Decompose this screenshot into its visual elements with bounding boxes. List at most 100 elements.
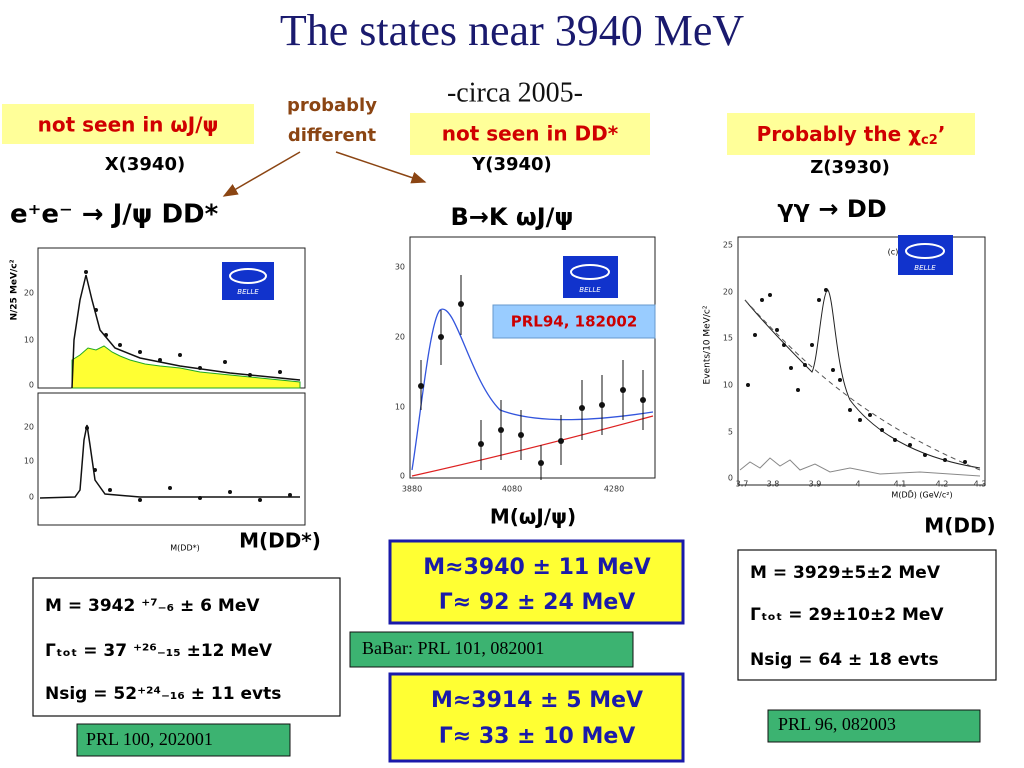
y-tick-label: 10	[24, 457, 34, 466]
y-tick-label: 30	[395, 263, 405, 272]
logo-swoosh	[570, 264, 610, 280]
reference-box	[349, 631, 634, 668]
state-name: Y(3940)	[471, 154, 552, 175]
note-part: ’	[938, 122, 946, 146]
x-label: M(DD)	[924, 514, 995, 538]
logo	[898, 235, 953, 275]
fit-curve	[411, 308, 654, 471]
plot-y3940: BELLE PRL94, 182002 30 20 10 0 3880 4080…	[395, 236, 656, 494]
plot-x3940: BELLE 20 10 0 N/25 MeV/c² 20 10 0 M(DD*)	[10, 247, 306, 553]
y-tick-label: 5	[728, 428, 733, 437]
badge-text: PRL94, 182002	[511, 313, 638, 331]
result: M≈3940 ± 11 MeV	[423, 555, 650, 580]
data-points	[418, 275, 646, 480]
plot-frame	[409, 236, 656, 479]
process: γγ → DD	[777, 195, 886, 223]
background-curve	[744, 299, 981, 471]
result: M = 3942 ⁺⁷₋₆ ± 6 MeV	[45, 596, 260, 616]
note-box	[2, 104, 254, 144]
background-curve	[411, 415, 654, 477]
plot-frame	[37, 392, 306, 526]
logo-swoosh	[905, 243, 945, 259]
result: Γₜₒₜ = 29±10±2 MeV	[750, 605, 944, 625]
fit-curve	[71, 274, 301, 389]
result: Nsig = 52⁺²⁴₋₁₆ ± 11 evts	[45, 684, 281, 704]
reference: PRL 100, 202001	[86, 729, 213, 749]
results-box	[737, 549, 997, 681]
y-tick-label: 0	[400, 472, 405, 481]
logo-text: BELLE	[579, 286, 601, 294]
reference: PRL 96, 082003	[778, 714, 896, 734]
x-axis-label: M(DD̄) (GeV/c²)	[891, 489, 952, 499]
x-tick-label: 3.7	[736, 480, 749, 489]
note: not seen in DD*	[442, 122, 619, 146]
x-tick-label: 4	[855, 480, 860, 489]
y-tick-label: 10	[395, 403, 405, 412]
data-points	[746, 288, 967, 464]
process: B→K ωJ/ψ	[451, 203, 574, 231]
note-part: Probably the χ	[757, 122, 922, 146]
y-tick-label: 20	[723, 288, 733, 297]
logo-text: BELLE	[914, 264, 936, 272]
results-box	[388, 539, 685, 625]
arrow	[222, 151, 301, 197]
results-box	[388, 672, 685, 763]
reference-box	[76, 723, 291, 757]
note-box	[727, 113, 975, 155]
note: not seen in ωJ/ψ	[38, 113, 219, 137]
y-tick-label: 0	[728, 474, 733, 483]
badge	[492, 304, 656, 339]
results-box	[32, 577, 341, 717]
result: M≈3914 ± 5 MeV	[431, 688, 643, 713]
y-tick-label: 0	[29, 493, 34, 502]
y-tick-label: 20	[24, 423, 34, 432]
annotation: different	[288, 125, 377, 146]
x-tick-label: 4.3	[974, 480, 987, 489]
x-label: M(ωJ/ψ)	[490, 505, 576, 529]
histogram	[71, 345, 301, 389]
y-tick-label: 15	[723, 334, 733, 343]
y-tick-label: 25	[723, 241, 733, 250]
x-axis-label: M(DD*)	[170, 544, 199, 553]
plot-frame	[737, 236, 986, 486]
note-box	[410, 113, 650, 155]
result: Nsig = 64 ± 18 evts	[750, 650, 939, 670]
x-tick-label: 3.8	[767, 480, 780, 489]
fit-curve	[39, 424, 300, 499]
subtitle: -circa 2005-	[447, 77, 583, 108]
y-tick-label: 20	[24, 289, 34, 298]
note-subscript: c2	[921, 133, 938, 148]
process: e⁺e⁻ → J/ψ DD*	[10, 200, 219, 230]
x-tick-label: 3.9	[809, 480, 822, 489]
annotation: probably	[287, 95, 377, 116]
panel-label: (c)	[888, 248, 899, 257]
y-tick-label: 20	[395, 333, 405, 342]
y-axis-label: Events/10 MeV/c²	[703, 305, 713, 384]
plot-z3930: (c) BELLE 25 20 15 10 5 0 3.7 3.8 3.9 4 …	[703, 235, 987, 500]
result: Γₜₒₜ = 37 ⁺²⁶₋₁₅ ±12 MeV	[45, 641, 273, 661]
y-tick-label: 10	[723, 381, 733, 390]
data-points	[85, 426, 292, 502]
x-tick-label: 4080	[502, 485, 522, 494]
x-tick-label: 4.2	[936, 480, 949, 489]
state-name: Z(3930)	[810, 157, 890, 178]
x-tick-label: 4280	[604, 485, 624, 494]
result: Γ≈ 33 ± 10 MeV	[439, 724, 636, 749]
note: Probably the χc2’	[757, 122, 946, 148]
y-axis-label: N/25 MeV/c²	[10, 259, 20, 320]
logo	[563, 256, 618, 298]
logo-swoosh	[229, 268, 267, 284]
result: Γ≈ 92 ± 24 MeV	[439, 590, 636, 615]
y-tick-label: 0	[29, 381, 34, 390]
title: The states near 3940 MeV	[280, 6, 745, 55]
y-tick-label: 10	[24, 336, 34, 345]
reference: BaBar: PRL 101, 082001	[362, 638, 544, 658]
x-tick-label: 3880	[402, 485, 422, 494]
logo-text: BELLE	[237, 288, 259, 296]
arrow	[335, 151, 427, 184]
data-points	[84, 270, 282, 377]
x-tick-label: 4.1	[894, 480, 907, 489]
state-name: X(3940)	[105, 154, 185, 175]
fit-curve	[744, 289, 981, 469]
